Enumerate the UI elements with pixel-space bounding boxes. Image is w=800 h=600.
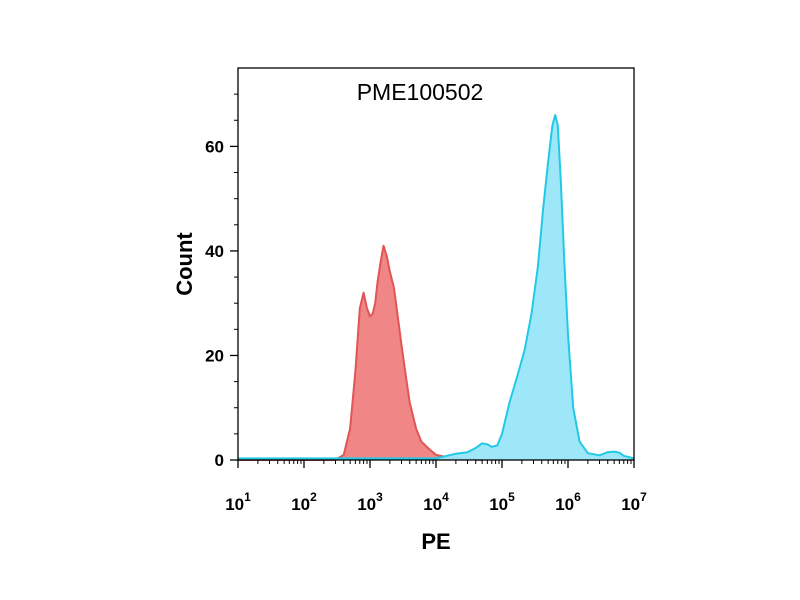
- x-tick-label: 106: [555, 490, 581, 514]
- y-tick-label: 20: [205, 346, 224, 365]
- histogram-outline-0: [238, 244, 483, 461]
- x-tick-label: 107: [621, 490, 647, 514]
- chart-title: PME100502: [357, 79, 484, 105]
- histogram-outline-1: [238, 114, 635, 460]
- x-tick-label: 105: [489, 490, 515, 514]
- histogram-fill-1: [238, 115, 634, 460]
- y-tick-label: 40: [205, 242, 224, 261]
- x-tick-label: 102: [291, 490, 317, 514]
- histogram-fill-0: [238, 245, 483, 460]
- plot-frame: [237, 67, 635, 461]
- x-axis-title: PE: [421, 529, 450, 554]
- y-tick-label: 0: [215, 451, 224, 470]
- x-tick-label: 101: [225, 490, 251, 514]
- axes-layer: 0 20 40 60 101 102 103 104 105 106 107: [205, 93, 647, 514]
- x-tick-label: 103: [357, 490, 383, 514]
- series-layer: [238, 114, 635, 461]
- x-tick-label: 104: [423, 490, 449, 514]
- y-axis-title: Count: [172, 232, 197, 296]
- y-tick-label: 60: [205, 137, 224, 156]
